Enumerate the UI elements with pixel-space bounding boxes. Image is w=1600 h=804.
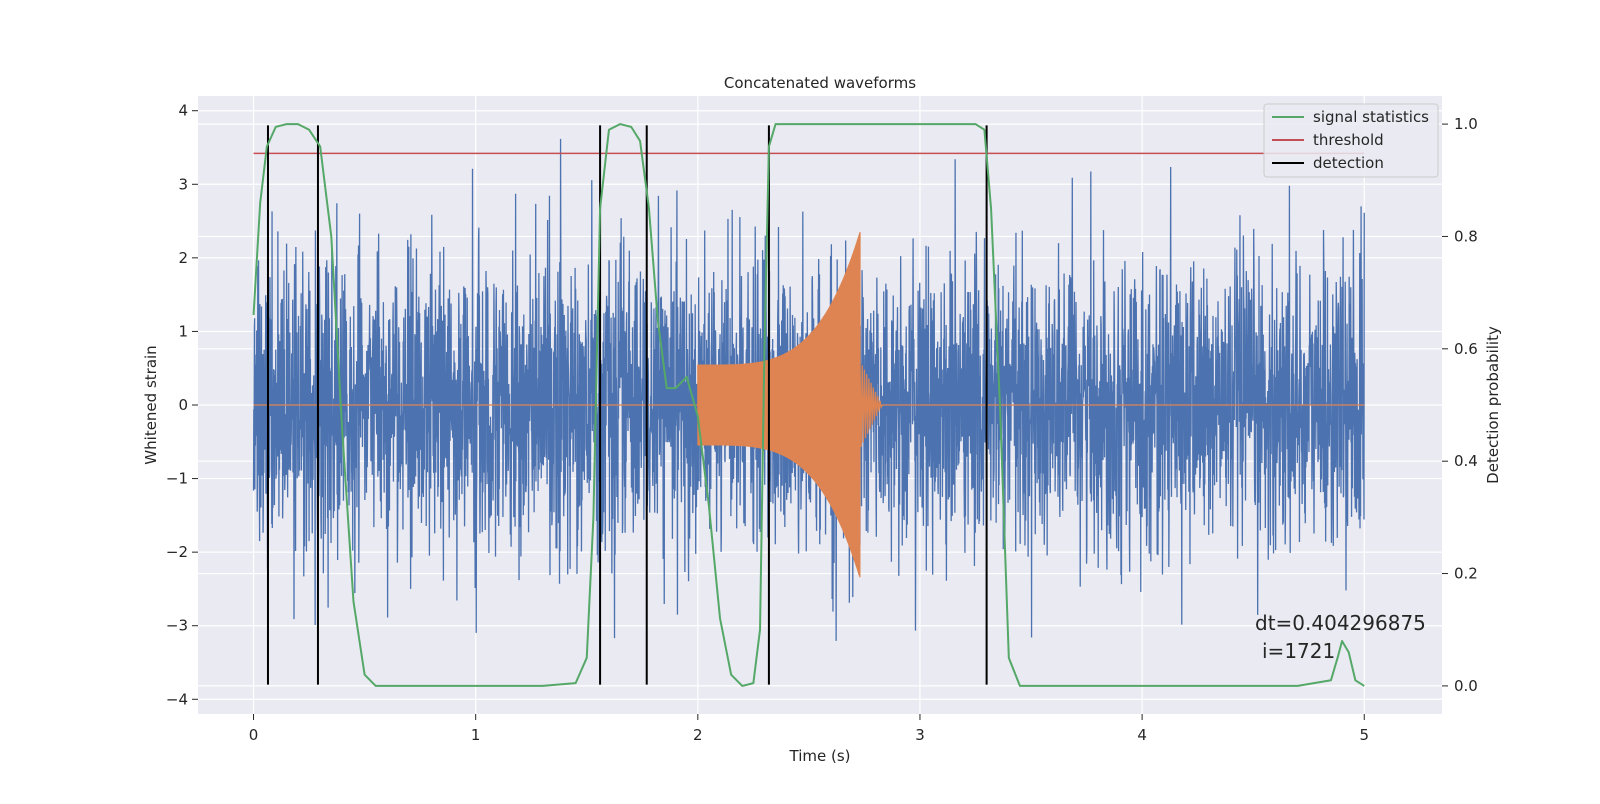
legend-label-threshold: threshold	[1313, 131, 1384, 149]
x-tick-label: 0	[249, 726, 259, 744]
legend-label-signal-statistics: signal statistics	[1313, 108, 1429, 126]
legend: signal statistics threshold detection	[1263, 103, 1439, 178]
y-axis-label: Whitened strain	[142, 345, 160, 464]
legend-box	[1263, 103, 1439, 178]
y-tick-label: −4	[166, 690, 188, 708]
y2-tick-label: 0.2	[1454, 565, 1478, 583]
signal-statistics-line	[252, 123, 1365, 687]
y-tick-label: 1	[178, 322, 188, 340]
x-axis-label: Time (s)	[789, 747, 851, 765]
waveform-line	[253, 232, 1365, 578]
y-tick-label: 0	[178, 396, 188, 414]
y2-tick-label: 0.0	[1454, 677, 1478, 695]
y2-tick-label: 0.4	[1454, 452, 1478, 470]
y2-axis-label: Detection probability	[1484, 326, 1502, 484]
x-tick-label: 5	[1359, 726, 1369, 744]
x-tick-label: 4	[1137, 726, 1147, 744]
y-tick-label: −1	[166, 470, 188, 488]
y2-tick-label: 1.0	[1454, 115, 1478, 133]
axes: 0 1 2 3 4 5 −4 −3 −2 −1 0 1 2 3 4 0.0 0.2 0.4 0.6 0.8 1.0	[166, 102, 1478, 744]
y-tick-label: 3	[178, 175, 188, 193]
annotation-i: i=1721	[1262, 639, 1335, 663]
annotation-dt: dt=0.404296875	[1255, 611, 1426, 635]
legend-label-detection: detection	[1313, 154, 1384, 172]
data-layer	[252, 123, 1365, 687]
y-tick-label: −3	[166, 617, 188, 635]
x-tick-label: 1	[471, 726, 481, 744]
strain-noise-line	[252, 138, 1365, 641]
y2-tick-label: 0.6	[1454, 340, 1478, 358]
x-tick-label: 2	[693, 726, 703, 744]
y2-tick-label: 0.8	[1454, 227, 1478, 245]
chart-title: Concatenated waveforms	[724, 74, 916, 92]
x-tick-label: 3	[915, 726, 925, 744]
y-tick-label: −2	[166, 543, 188, 561]
y-tick-label: 4	[178, 102, 188, 120]
y-tick-label: 2	[178, 249, 188, 267]
